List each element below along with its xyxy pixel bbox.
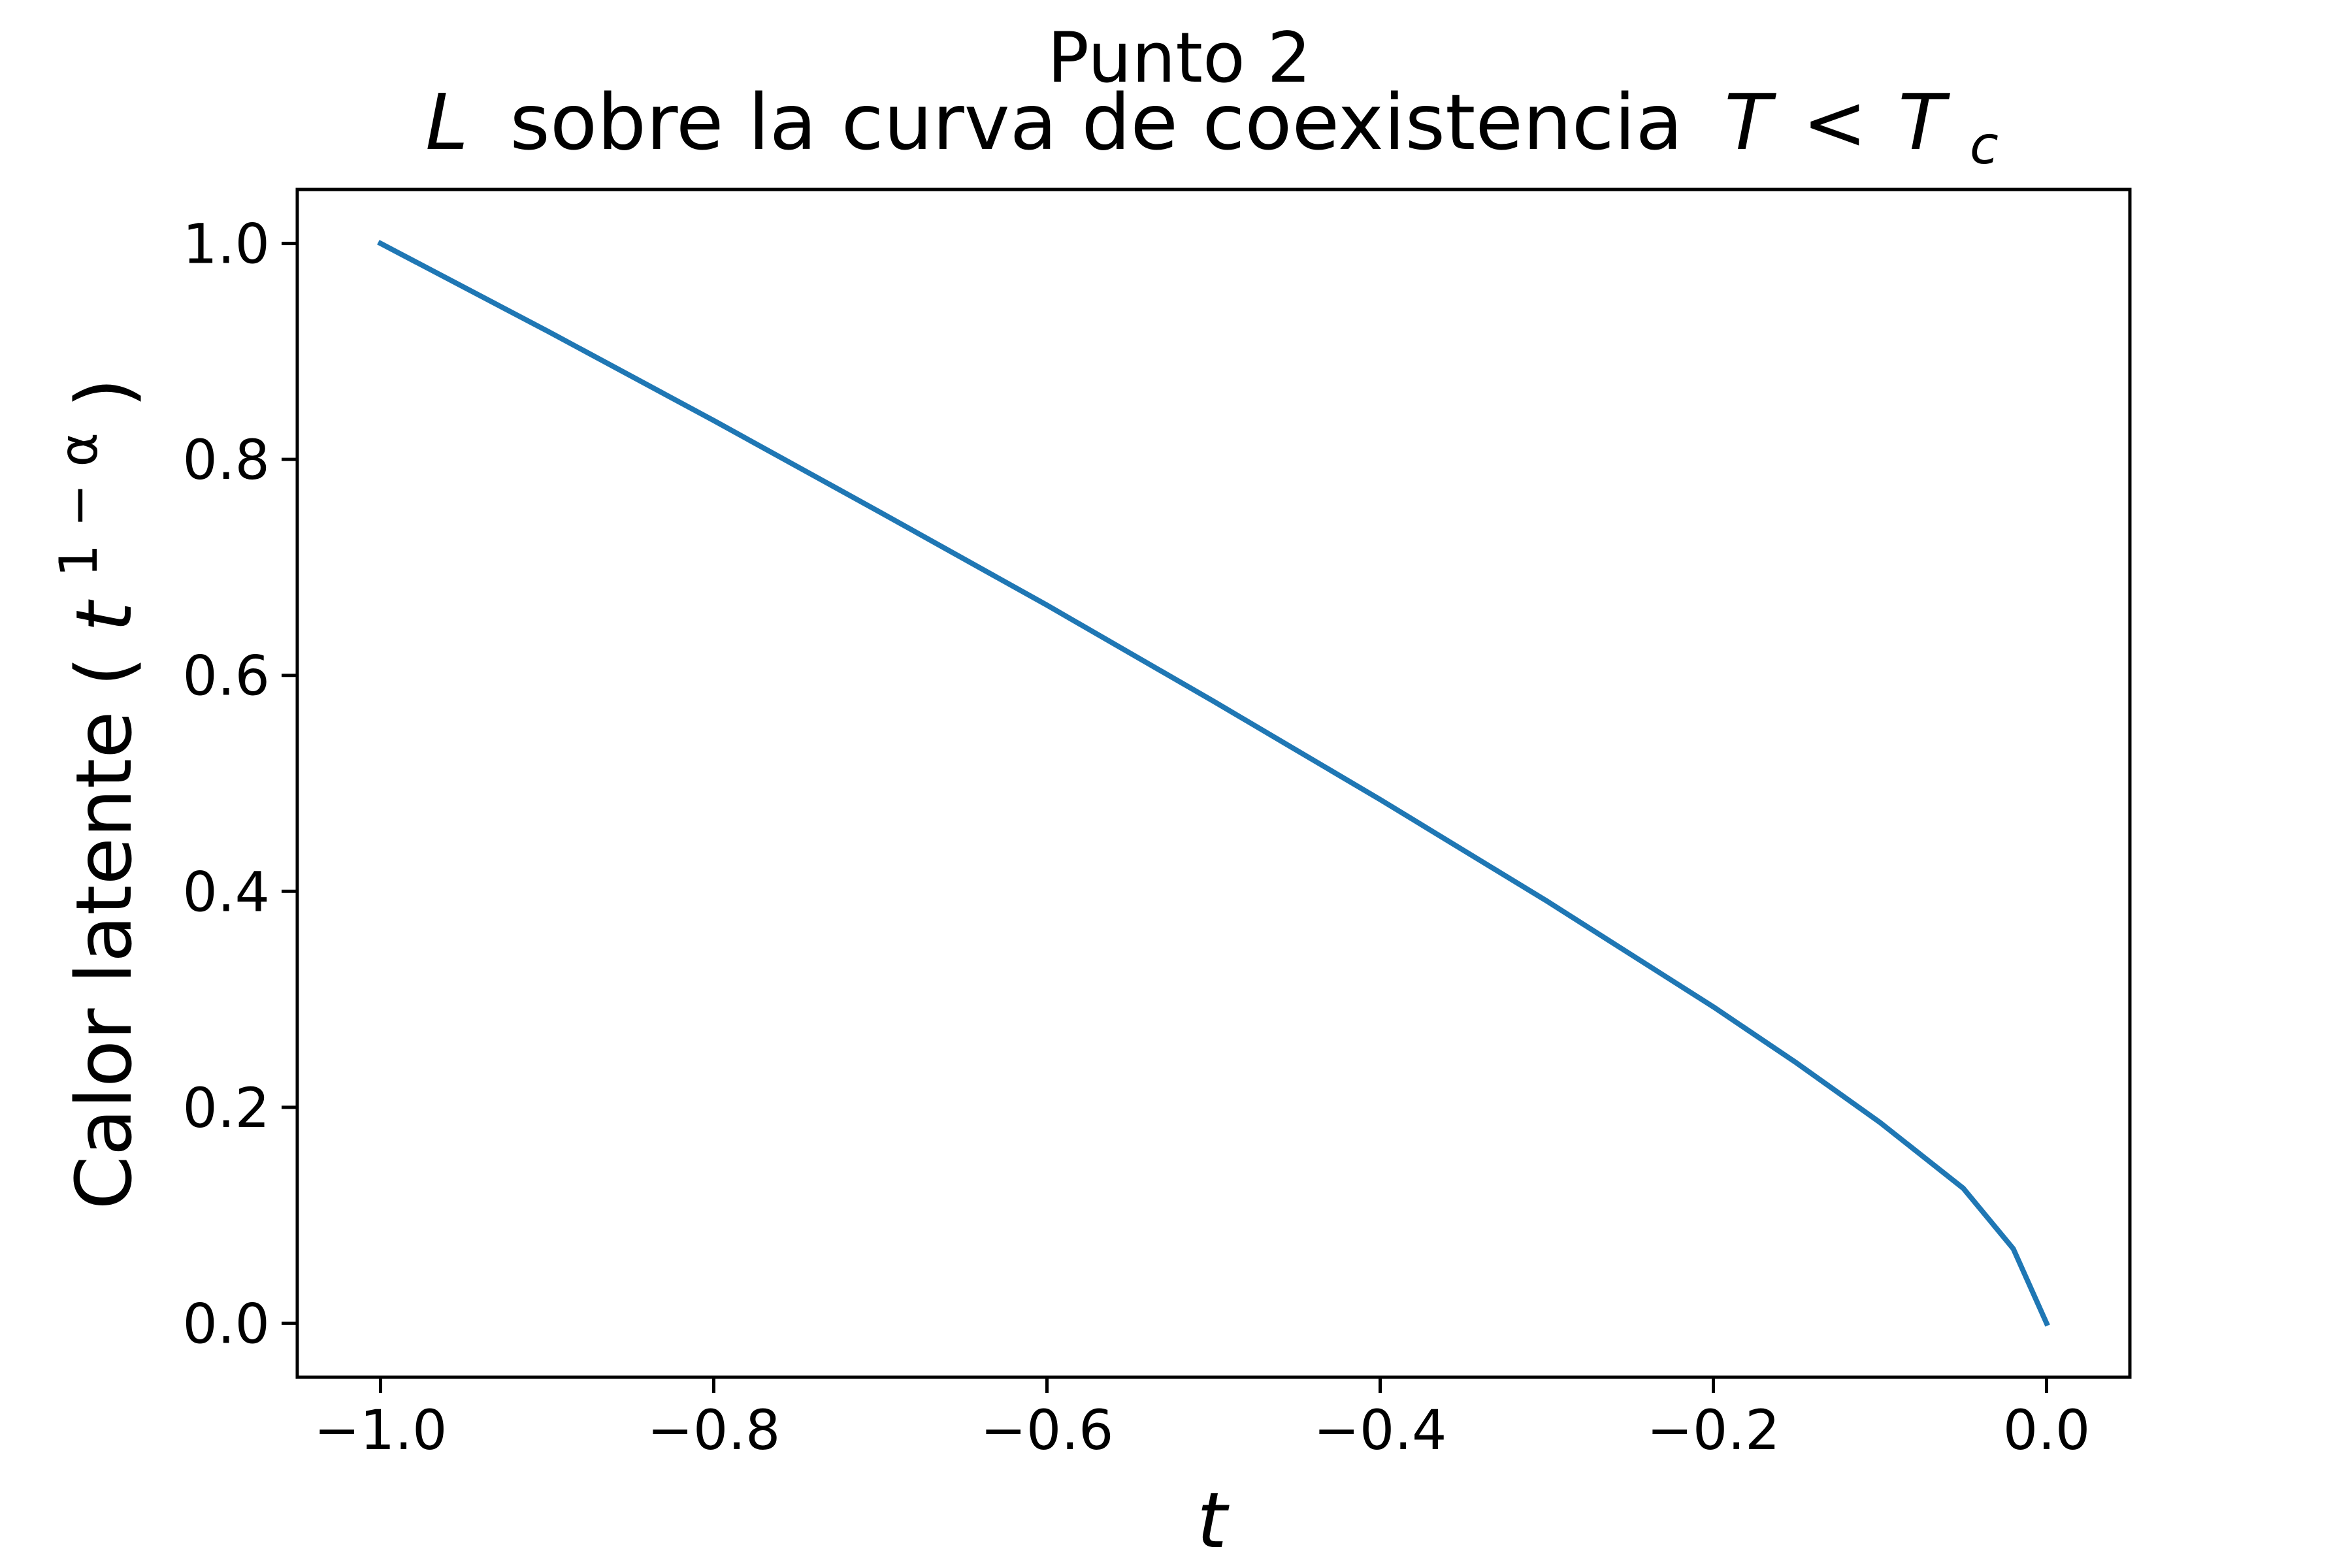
y-axis-label-base: t	[59, 599, 149, 632]
y-axis-ticks: 0.0 0.2 0.4 0.6 0.8 1.0	[182, 212, 297, 1356]
x-tick-label: −0.8	[647, 1398, 781, 1462]
x-tick-label: −0.2	[1647, 1398, 1780, 1462]
y-tick-label: 0.6	[182, 644, 270, 708]
subtitle-symbol-t: T	[1724, 77, 1776, 167]
y-axis-label-close: )	[59, 378, 149, 408]
y-tick-label: 1.0	[182, 212, 270, 276]
series-layer	[377, 240, 2050, 1327]
subtitle-symbol-l: L	[425, 77, 468, 167]
y-tick-label: 0.8	[182, 428, 270, 492]
subtitle-less-than: <	[1803, 77, 1867, 167]
series-line	[377, 240, 2050, 1327]
y-axis-label-text: Calor latente (	[59, 657, 149, 1210]
subtitle-text: sobre la curva de coexistencia	[510, 77, 1682, 167]
x-tick-label: −1.0	[314, 1398, 448, 1462]
x-axis-ticks: −1.0 −0.8 −0.6 −0.4 −0.2 0.0	[314, 1377, 2091, 1462]
x-tick-label: −0.4	[1314, 1398, 1447, 1462]
subtitle-subscript-c: c	[1970, 115, 1999, 176]
y-tick-label: 0.2	[182, 1076, 270, 1140]
plot-area-frame	[295, 188, 2132, 1379]
y-axis-label: Calor latente ( t 1 − α )	[25, 378, 149, 1209]
y-tick-label: 0.0	[182, 1292, 270, 1356]
x-tick-label: 0.0	[2003, 1398, 2091, 1462]
x-axis-label: t	[1197, 1475, 1230, 1565]
chart-subtitle: L sobre la curva de coexistencia T < T c	[425, 77, 1999, 176]
subtitle-symbol-tc: T	[1898, 77, 1950, 167]
x-tick-label: −0.6	[981, 1398, 1114, 1462]
y-axis-label-exponent: 1 − α	[48, 433, 109, 578]
y-tick-label: 0.4	[182, 860, 270, 924]
chart-title: Punto 2	[1047, 18, 1311, 98]
